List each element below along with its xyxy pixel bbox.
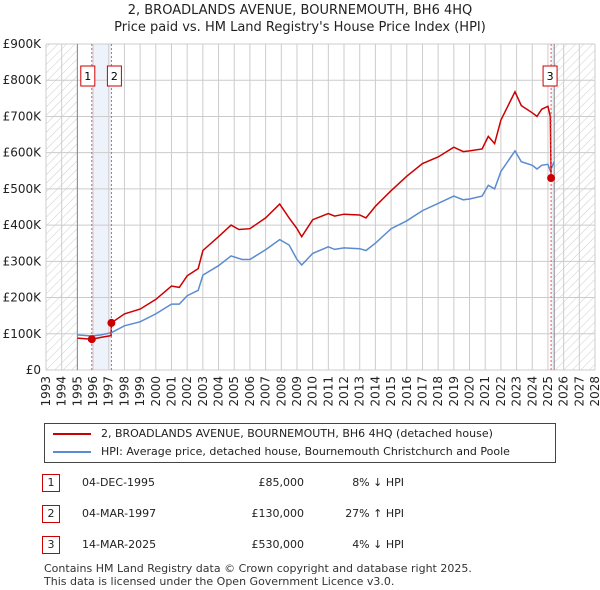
price-chart: 1993 1994 1995 1996 1997 1998 1999 2000 2001 2002…	[3, 37, 600, 407]
legend-label: HPI: Average price, detached house, Bour…	[101, 445, 510, 458]
sale-label-box	[542, 65, 558, 87]
hatched-region-after	[554, 44, 595, 370]
x-tick-label: 1998	[117, 376, 131, 407]
sale-label-box	[106, 65, 122, 87]
x-tick-label: 2018	[431, 376, 445, 407]
ownership-shade	[91, 44, 112, 370]
x-tick-label: 2011	[321, 376, 335, 407]
y-tick-label: £500K	[3, 182, 43, 196]
footer-line-2: This data is licensed under the Open Gov…	[44, 575, 395, 588]
chart-title: 2, BROADLANDS AVENUE, BOURNEMOUTH, BH6 4…	[0, 2, 600, 36]
y-tick-label: £300K	[3, 254, 43, 268]
x-tick-label: 2028	[588, 376, 600, 407]
y-tick-label: £400K	[3, 218, 43, 232]
x-tick-label: 2025	[541, 376, 555, 407]
x-tick-label: 2015	[384, 376, 398, 407]
sale-date: 04-DEC-1995	[82, 475, 156, 489]
title-line-2: Price paid vs. HM Land Registry's House …	[114, 20, 486, 35]
sales-table: 1 04-DEC-1995 £85,000 8% ↓ HPI 2 04-MAR-1997…	[42, 467, 404, 560]
x-tick-label: 2006	[243, 376, 257, 407]
sale-date: 14-MAR-2025	[82, 537, 157, 551]
legend-swatch-blue	[53, 451, 91, 453]
sale-point	[547, 174, 556, 183]
title-line-1: 2, BROADLANDS AVENUE, BOURNEMOUTH, BH6 4…	[127, 3, 473, 18]
x-tick-label: 2005	[227, 376, 241, 407]
sale-number: 2	[42, 504, 60, 523]
x-tick-label: 2017	[415, 376, 429, 407]
x-tick-label: 2020	[463, 376, 477, 407]
sale-label: 1	[84, 70, 91, 83]
sale-number: 1	[42, 473, 60, 492]
sale-price: £530,000	[251, 537, 305, 551]
sale-hpi: 4% ↓ HPI	[352, 537, 404, 551]
x-tick-label: 2021	[478, 376, 492, 407]
sale-number: 3	[42, 535, 60, 554]
y-tick-label: £0	[26, 363, 41, 377]
x-tick-label: 1997	[102, 376, 116, 407]
x-tick-label: 1999	[133, 376, 147, 407]
x-tick-label: 2004	[212, 376, 226, 407]
legend: 2, BROADLANDS AVENUE, BOURNEMOUTH, BH6 4…	[44, 423, 556, 463]
sale-price: £85,000	[258, 475, 305, 489]
y-tick-label: £600K	[3, 146, 43, 160]
x-tick-label: 2024	[525, 376, 539, 407]
table-row: 3 14-MAR-2025 £530,000 4% ↓ HPI	[42, 529, 404, 560]
x-tick-label: 2012	[337, 376, 351, 407]
sale-point	[107, 318, 116, 327]
hpi-line	[77, 149, 555, 337]
x-tick-label: 2022	[494, 376, 508, 407]
table-row: 1 04-DEC-1995 £85,000 8% ↓ HPI	[42, 467, 404, 498]
x-tick-label: 2001	[164, 376, 178, 407]
sale-price: £130,000	[251, 506, 305, 520]
sale-point	[87, 335, 96, 344]
x-tick-label: 2007	[259, 376, 273, 407]
y-tick-label: £200K	[3, 291, 43, 305]
y-tick-label: £900K	[3, 37, 43, 51]
x-tick-label: 1996	[86, 376, 100, 407]
x-tick-label: 2008	[274, 376, 288, 407]
legend-item-hpi: HPI: Average price, detached house, Bour…	[53, 443, 510, 461]
sale-hpi: 27% ↑ HPI	[345, 506, 404, 520]
x-tick-label: 2023	[510, 376, 524, 407]
y-tick-label: £800K	[3, 73, 43, 87]
x-tick-label: 2000	[149, 376, 163, 407]
x-tick-label: 2027	[572, 376, 586, 407]
footer-line-1: Contains HM Land Registry data © Crown c…	[44, 562, 472, 575]
x-tick-label: 2013	[353, 376, 367, 407]
sale-label: 3	[547, 70, 554, 83]
x-tick-label: 1995	[70, 376, 84, 407]
sale-label-box	[80, 65, 96, 87]
x-tick-label: 2010	[306, 376, 320, 407]
table-row: 2 04-MAR-1997 £130,000 27% ↑ HPI	[42, 498, 404, 529]
legend-label: 2, BROADLANDS AVENUE, BOURNEMOUTH, BH6 4…	[101, 427, 493, 440]
x-tick-label: 2014	[368, 376, 382, 407]
x-tick-label: 2002	[180, 376, 194, 407]
x-tick-label: 2009	[290, 376, 304, 407]
x-tick-label: 2003	[196, 376, 210, 407]
x-tick-label: 2019	[447, 376, 461, 407]
legend-swatch-red	[53, 433, 91, 435]
y-tick-label: £100K	[3, 327, 43, 341]
footer: Contains HM Land Registry data © Crown c…	[44, 562, 472, 588]
y-tick-label: £700K	[3, 109, 43, 123]
x-tick-label: 2016	[400, 376, 414, 407]
x-tick-label: 1993	[39, 376, 53, 407]
legend-item-property: 2, BROADLANDS AVENUE, BOURNEMOUTH, BH6 4…	[53, 425, 493, 443]
ownership-shade	[551, 44, 555, 370]
x-tick-label: 2026	[557, 376, 571, 407]
property-price-line	[77, 90, 552, 340]
sale-label: 2	[111, 70, 118, 83]
sale-hpi: 8% ↓ HPI	[352, 475, 404, 489]
x-tick-label: 1994	[55, 376, 69, 407]
sale-date: 04-MAR-1997	[82, 506, 157, 520]
